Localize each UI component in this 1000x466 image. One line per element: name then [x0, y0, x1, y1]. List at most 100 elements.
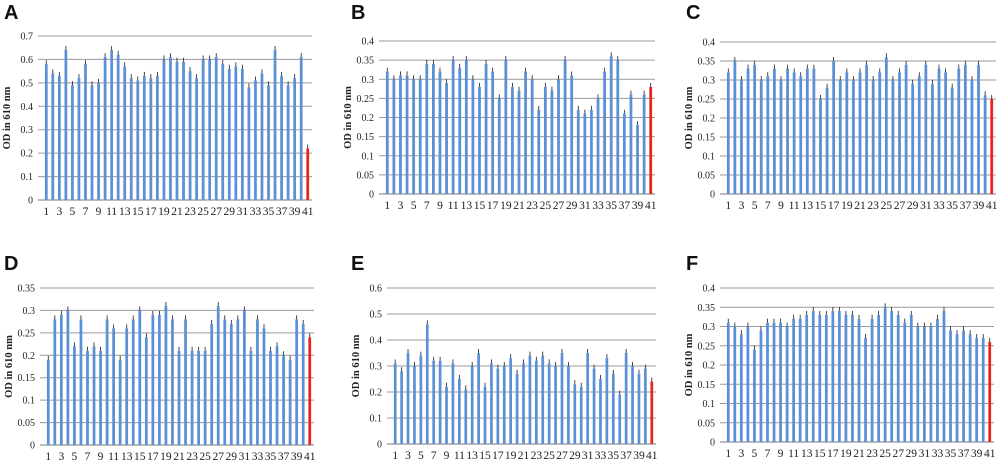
bar [151, 314, 155, 445]
bar [280, 75, 283, 200]
bar [116, 54, 120, 200]
y-tick-label: 0.4 [21, 102, 34, 113]
bar [616, 60, 620, 194]
x-tick-label: 35 [945, 448, 957, 460]
bar [528, 355, 532, 444]
x-tick-label: 33 [933, 200, 945, 212]
bar [726, 72, 730, 194]
bar [504, 60, 508, 194]
x-tick-label: 35 [608, 450, 620, 462]
bar [629, 94, 633, 194]
bar [197, 350, 200, 445]
y-tick-label: 0.4 [362, 37, 375, 48]
bar [567, 366, 570, 444]
bar [870, 318, 874, 442]
x-tick-label: 41 [645, 200, 657, 212]
bar [66, 310, 70, 445]
x-tick-label: 5 [418, 450, 424, 462]
bar [858, 72, 862, 194]
bar [890, 311, 894, 442]
bar [845, 72, 849, 194]
y-tick-label: 0 [710, 190, 715, 201]
y-tick-label: 0.1 [21, 172, 34, 183]
bar [256, 319, 259, 445]
bar [451, 60, 455, 194]
bar [90, 85, 94, 200]
y-tick-label: 0.15 [698, 133, 716, 144]
x-tick-label: 21 [513, 200, 525, 212]
x-tick-label: 7 [431, 450, 437, 462]
bar [622, 113, 626, 194]
bar [142, 75, 146, 200]
x-tick-label: 33 [592, 200, 604, 212]
x-tick-label: 11 [789, 200, 800, 212]
bar [586, 353, 589, 444]
bar [981, 338, 985, 442]
bar [86, 350, 89, 445]
bar [79, 319, 83, 445]
panel-letter: B [351, 2, 366, 24]
bar [759, 80, 763, 194]
bar [236, 319, 240, 445]
bar [805, 314, 809, 442]
bar [637, 373, 641, 444]
bar [631, 366, 634, 444]
bar [759, 330, 763, 442]
bar [432, 63, 435, 195]
bar [825, 87, 829, 194]
chart-panel-d: D 0 0.05 0.1 0.15 0.2 0.25 0.3 0.35 OD in 610 nm 1… [0, 233, 333, 466]
control-bar [308, 337, 312, 445]
bar [605, 358, 609, 444]
x-tick-label: 23 [866, 448, 878, 460]
x-tick-label: 31 [239, 451, 251, 463]
chart-svg: 00.10.20.30.40.50.6OD in 610 nm1 3 5 7 9 11 13… [351, 284, 658, 463]
bar [579, 386, 583, 444]
bar [418, 79, 422, 194]
bar [301, 323, 305, 445]
bar [838, 80, 842, 194]
x-tick-label: 11 [106, 206, 117, 218]
bar [425, 63, 429, 195]
bar [852, 80, 855, 194]
bar [490, 363, 493, 444]
x-tick-label: 29 [224, 206, 236, 218]
bar [547, 363, 551, 444]
bar [260, 73, 264, 200]
x-tick-label: 19 [500, 200, 512, 212]
bar [131, 319, 135, 445]
bar [458, 67, 462, 194]
bar [611, 373, 615, 444]
x-tick-label: 37 [620, 450, 632, 462]
bar [105, 319, 109, 445]
bar [963, 64, 967, 194]
bar [136, 80, 140, 200]
bar [878, 72, 882, 194]
x-tick-label: 9 [444, 450, 450, 462]
bar [944, 72, 947, 194]
bar [949, 330, 952, 442]
x-tick-label: 13 [801, 448, 813, 460]
bar [44, 64, 48, 200]
y-tick-label: 0.3 [370, 362, 383, 373]
bar [129, 78, 133, 200]
x-tick-label: 11 [788, 448, 799, 460]
x-tick-label: 11 [454, 450, 465, 462]
x-tick-label: 1 [384, 200, 390, 212]
bar [177, 350, 181, 445]
bar [184, 319, 187, 445]
x-tick-label: 27 [210, 206, 222, 218]
bar [149, 78, 153, 200]
x-tick-label: 19 [841, 200, 853, 212]
bar [242, 310, 246, 445]
bar [779, 322, 782, 442]
y-tick-label: 0.2 [370, 388, 383, 399]
x-tick-label: 39 [633, 450, 645, 462]
y-axis-label: OD in 610 nm [351, 334, 362, 397]
x-tick-label: 3 [405, 450, 411, 462]
y-tick-label: 0.25 [18, 328, 36, 339]
bar [182, 61, 185, 201]
panel-letter: C [686, 2, 701, 24]
chart-panel-c: C 0 0.05 0.1 0.15 0.2 0.25 0.3 0.35 0.4 OD in 610 … [666, 0, 999, 233]
x-tick-label: 29 [907, 200, 919, 212]
y-tick-label: 0.2 [23, 351, 36, 362]
